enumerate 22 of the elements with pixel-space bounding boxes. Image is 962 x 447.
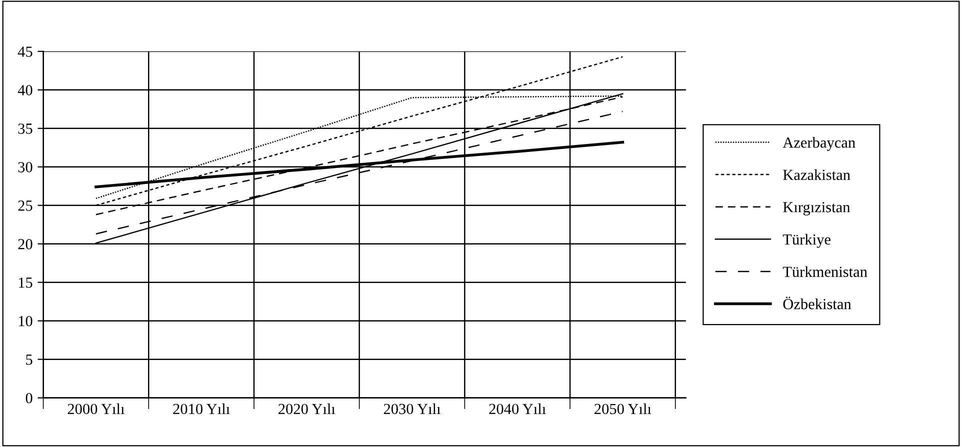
y-tick-label: 40 — [18, 85, 32, 96]
legend-label: Azerbaycan — [782, 136, 856, 151]
y-tick-label: 5 — [26, 354, 32, 365]
y-tick-label: 15 — [18, 278, 32, 288]
legend-label: Türkiye — [782, 234, 830, 248]
y-tick-label: 20 — [18, 239, 32, 250]
y-tick-label: 10 — [18, 316, 32, 326]
y-tick-label: 30 — [18, 162, 32, 172]
legend-label: Türkmenistan — [782, 266, 868, 277]
y-tick-label: 45 — [18, 46, 32, 57]
x-tick-label: 2030 Yılı — [384, 403, 440, 414]
legend-label: Kazakistan — [783, 169, 850, 180]
y-tick-label: 35 — [18, 124, 32, 134]
legend-label: Kırgızistan — [783, 202, 850, 216]
x-tick-label: 2020 Yılı — [278, 403, 336, 414]
x-tick-label: 2040 Yılı — [489, 403, 546, 414]
y-tick-label: 25 — [18, 200, 32, 211]
legend-label: Özbekistan — [783, 296, 852, 310]
y-tick-label: 0 — [26, 392, 32, 404]
x-tick-label: 2010 Yılı — [173, 403, 230, 414]
x-tick-label: 2050 Yılı — [594, 403, 652, 414]
x-tick-label: 2000 Yılı — [68, 403, 124, 414]
